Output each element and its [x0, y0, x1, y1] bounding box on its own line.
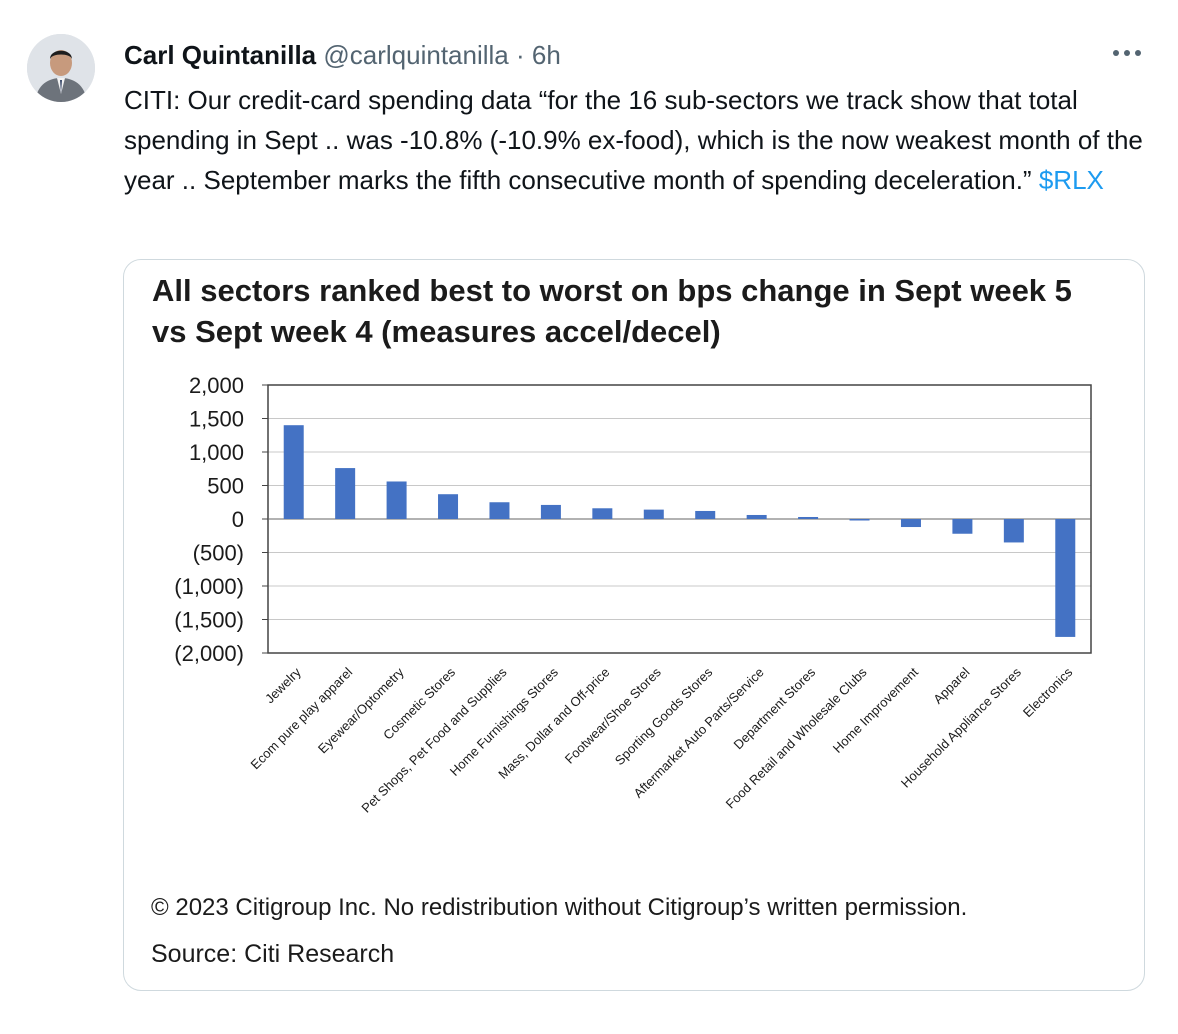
y-tick-label: 500	[207, 474, 244, 499]
x-tick-label: Eyewear/Optometry	[315, 664, 407, 756]
y-tick-label: 1,000	[189, 440, 244, 465]
y-tick-label: (1,000)	[174, 574, 244, 599]
y-tick-label: 1,500	[189, 407, 244, 432]
bar-chart: 2,000 1,500 1,000 500 0 (500) (1,000) (1,500) (2…	[174, 373, 1092, 816]
x-tick-label: Home Improvement	[830, 664, 922, 756]
avatar-image	[27, 34, 95, 102]
x-tick-label: Ecom pure play apparel	[248, 664, 356, 772]
x-tick-label: Jewelry	[262, 664, 304, 706]
x-tick-label: Electronics	[1020, 664, 1076, 720]
x-tick-label: Footwear/Shoe Stores	[562, 664, 664, 766]
x-tick-label: Sporting Goods Stores	[612, 664, 716, 768]
y-tick-label: (2,000)	[174, 641, 244, 666]
more-options-icon[interactable]	[1108, 38, 1146, 68]
author-name[interactable]: Carl Quintanilla	[124, 40, 317, 70]
tweet-media-image[interactable]: 2,000 1,500 1,000 500 0 (500) (1,000) (1,500) (2…	[123, 259, 1145, 991]
bar-15	[1003, 519, 1024, 543]
tweet-body: CITI: Our credit-card spending data “for…	[124, 85, 1143, 195]
x-tick-label: Apparel	[930, 664, 972, 706]
copyright-notice: © 2023 Citigroup Inc. No redistribution …	[151, 894, 968, 921]
y-tick-label: (1,500)	[174, 608, 244, 633]
author-handle[interactable]: @carlquintanilla	[323, 40, 509, 70]
bar-14	[952, 519, 973, 534]
bar-16	[1055, 519, 1076, 637]
bar-1	[283, 425, 304, 519]
avatar[interactable]	[27, 34, 95, 102]
bar-12	[849, 519, 870, 521]
tweet-text: CITI: Our credit-card spending data “for…	[124, 80, 1144, 200]
bar-3	[386, 481, 407, 519]
y-tick-label: 0	[232, 507, 244, 532]
chart-title: All sectors ranked best to worst on bps …	[152, 273, 1072, 349]
tweet-timestamp[interactable]: 6h	[531, 40, 561, 70]
separator-dot: ·	[516, 40, 525, 70]
bar-7	[592, 508, 613, 519]
bar-11	[798, 516, 819, 519]
bar-6	[540, 504, 561, 519]
bar-10	[746, 514, 767, 519]
y-tick-label: (500)	[193, 541, 244, 566]
bar-2	[335, 468, 356, 519]
source-note: Source: Citi Research	[151, 940, 395, 968]
bar-8	[643, 509, 664, 519]
bar-5	[489, 502, 510, 519]
bar-9	[695, 510, 716, 519]
bar-4	[438, 494, 459, 519]
tweet-header: Carl Quintanilla @carlquintanilla · 6h	[124, 40, 561, 70]
bar-13	[900, 519, 921, 528]
cashtag-link[interactable]: $RLX	[1038, 165, 1104, 195]
y-tick-label: 2,000	[189, 373, 244, 398]
